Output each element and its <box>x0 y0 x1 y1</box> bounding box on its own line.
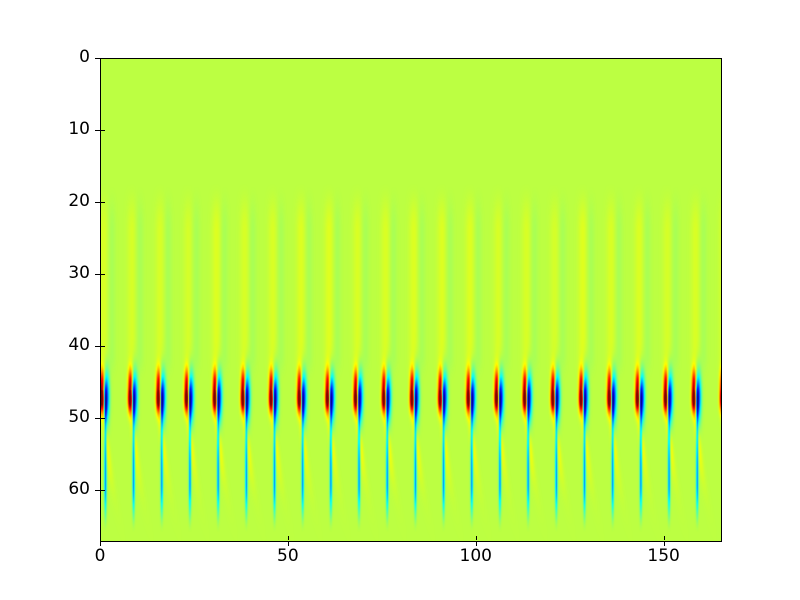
y-tick-label: 40 <box>68 334 90 355</box>
y-tick-mark-inner <box>101 489 105 491</box>
y-tick-mark <box>95 489 100 491</box>
x-tick-label: 0 <box>94 546 106 566</box>
x-tick-mark <box>287 541 289 546</box>
y-tick-label: 0 <box>79 47 90 67</box>
x-tick-mark <box>663 541 665 546</box>
y-tick-mark <box>95 273 100 275</box>
y-tick-label: 20 <box>68 190 90 211</box>
y-tick-label: 60 <box>68 478 90 499</box>
y-tick-mark-inner <box>101 129 105 131</box>
x-tick-label: 50 <box>277 546 299 566</box>
y-tick-mark-inner <box>101 345 105 347</box>
y-tick-mark <box>95 345 100 347</box>
x-tick-mark-inner <box>100 536 101 540</box>
x-tick-label: 150 <box>647 546 680 566</box>
y-tick-label: 50 <box>68 406 90 427</box>
x-tick-mark <box>475 541 477 546</box>
y-tick-mark-inner <box>101 201 105 203</box>
y-tick-mark <box>95 129 100 131</box>
spectrogram-image <box>101 59 721 541</box>
x-tick-label: 100 <box>459 546 492 566</box>
y-tick-label: 30 <box>68 262 90 283</box>
y-tick-mark <box>95 201 100 203</box>
y-tick-label: 10 <box>68 118 90 139</box>
x-tick-mark-inner <box>475 536 477 540</box>
x-tick-mark <box>100 541 101 546</box>
y-tick-mark <box>95 58 100 59</box>
x-tick-mark-inner <box>663 536 665 540</box>
y-tick-mark-inner <box>101 58 105 59</box>
y-tick-mark <box>95 417 100 419</box>
heatmap-axes[interactable] <box>100 58 722 542</box>
y-tick-mark-inner <box>101 273 105 275</box>
y-tick-mark-inner <box>101 417 105 419</box>
x-tick-mark-inner <box>287 536 289 540</box>
